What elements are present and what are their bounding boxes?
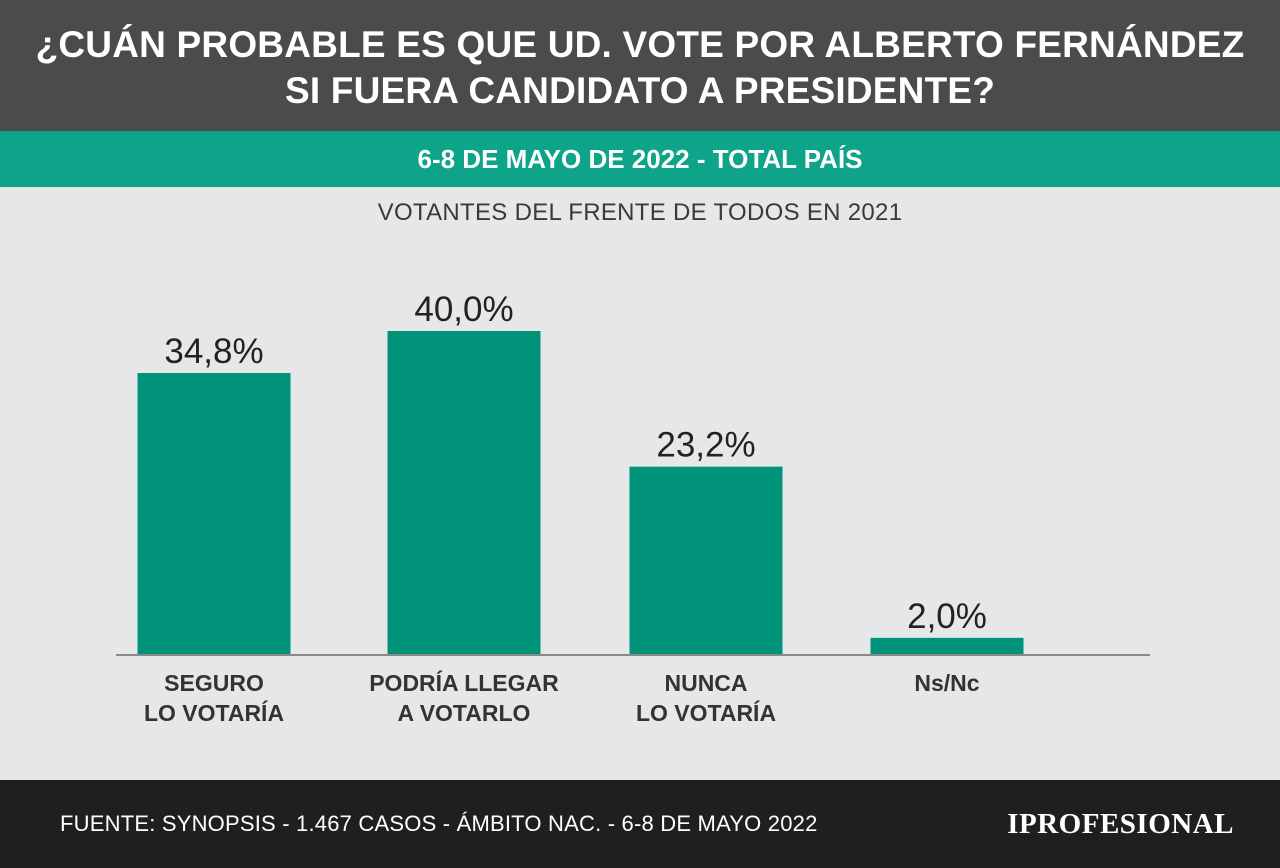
category-label-2-1: LO VOTARÍA	[636, 699, 776, 726]
chart-subtitle: VOTANTES DEL FRENTE DE TODOS EN 2021	[377, 199, 903, 226]
data-label-2: 23,2%	[656, 426, 755, 465]
chart-title-line-1: ¿CUÁN PROBABLE ES QUE UD. VOTE POR ALBER…	[35, 23, 1245, 65]
chart-header: ¿CUÁN PROBABLE ES QUE UD. VOTE POR ALBER…	[0, 0, 1280, 131]
category-label-3-0: Ns/Nc	[914, 670, 979, 696]
bar-0	[137, 372, 291, 654]
category-label-0-1: LO VOTARÍA	[144, 699, 284, 726]
category-label-0-0: SEGURO	[164, 670, 264, 696]
bar-2	[629, 466, 783, 654]
bar-3	[870, 637, 1024, 654]
chart-title-line-2: SI FUERA CANDIDATO A PRESIDENTE?	[284, 69, 996, 111]
source-note: FUENTE: SYNOPSIS - 1.467 CASOS - ÁMBITO …	[60, 811, 818, 836]
footer: FUENTE: SYNOPSIS - 1.467 CASOS - ÁMBITO …	[0, 780, 1280, 868]
data-label-1: 40,0%	[414, 290, 513, 329]
bar-1	[387, 331, 541, 654]
category-label-2-0: NUNCA	[664, 670, 747, 696]
date-band: 6-8 DE MAYO DE 2022 - TOTAL PAÍS	[0, 131, 1280, 187]
data-label-0: 34,8%	[164, 332, 263, 371]
publisher-logo: IPROFESIONAL	[1007, 807, 1234, 840]
category-label-1-0: PODRÍA LLEGAR	[369, 669, 559, 696]
category-label-1-1: A VOTARLO	[398, 700, 531, 726]
data-label-3: 2,0%	[907, 597, 987, 636]
